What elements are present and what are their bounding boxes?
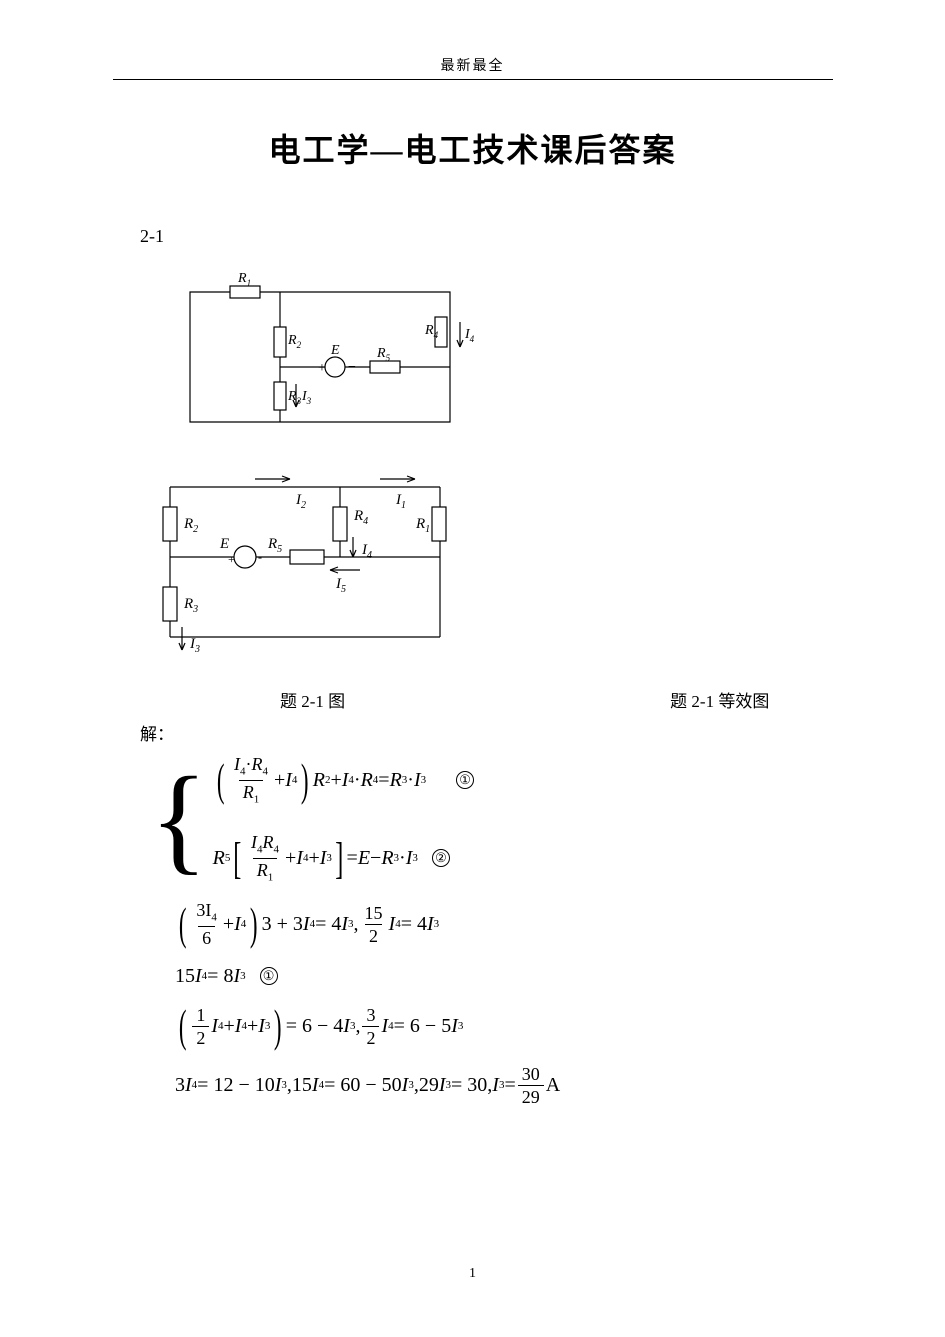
svg-text:-: - <box>258 550 262 564</box>
page-title: 电工学—电工技术课后答案 <box>0 125 945 171</box>
svg-text:E: E <box>330 343 340 358</box>
svg-text:R5: R5 <box>376 346 391 363</box>
caption-right: 题 2-1 等效图 <box>670 687 769 712</box>
svg-text:I1: I1 <box>395 492 406 511</box>
page-number: 1 <box>0 1266 945 1282</box>
svg-text:R5: R5 <box>267 536 282 555</box>
header-text: 最新最全 <box>0 0 945 75</box>
circuit-diagram-2: R2 R3 R4 R1 R5 E + - I2 I1 I4 I5 I3 <box>140 462 825 677</box>
caption-row: 题 2-1 图 题 2-1 等效图 <box>140 687 825 712</box>
svg-text:R3: R3 <box>183 596 198 615</box>
solution-label: 解： <box>140 720 825 745</box>
equation-3: ( 3I4 6 + I4 ) 3 + 3 I4 = 4 I3 , 15 2 I4… <box>175 901 825 947</box>
header-rule <box>113 79 833 80</box>
body: 2-1 <box>0 226 945 1106</box>
svg-text:R2: R2 <box>287 333 302 350</box>
svg-text:I3: I3 <box>189 636 200 655</box>
equation-2: R5 [ I4R4 R1 + I4 + I3 ] = E − R3 · <box>213 833 475 883</box>
svg-text:+: + <box>318 361 326 376</box>
circuit-diagram-1: R1 R2 R3 R4 R5 E + − I3 I4 <box>170 272 825 447</box>
equation-6: 3 I4 = 12 − 10 I3 , 15 I4 = 60 − 50 I3 ,… <box>175 1065 825 1106</box>
problem-number: 2-1 <box>140 226 825 247</box>
svg-text:R2: R2 <box>183 516 198 535</box>
caption-left: 题 2-1 图 <box>280 687 345 712</box>
equations: { ( I4·R4 R1 + I4 ) R2 + I4 · R4 <box>150 755 825 1106</box>
svg-text:E: E <box>219 536 229 552</box>
svg-text:I2: I2 <box>295 492 306 511</box>
equation-4: 15 I4 = 8 I3 ① <box>175 965 825 988</box>
left-brace: { <box>150 769 208 869</box>
equation-1: ( I4·R4 R1 + I4 ) R2 + I4 · R4 = R3 <box>213 755 475 805</box>
svg-text:R1: R1 <box>237 272 251 288</box>
equation-5: ( 1 2 I4 + I4 + I3 ) = 6 − 4 I3 , 3 2 I4… <box>175 1006 825 1047</box>
svg-text:+: + <box>228 552 235 566</box>
svg-text:I5: I5 <box>335 576 346 595</box>
svg-text:R4: R4 <box>353 508 368 527</box>
svg-text:R1: R1 <box>415 516 430 535</box>
svg-text:R3: R3 <box>287 389 302 406</box>
svg-text:I4: I4 <box>361 542 372 561</box>
svg-text:−: − <box>348 360 356 375</box>
svg-text:I4: I4 <box>464 327 475 344</box>
equation-system: { ( I4·R4 R1 + I4 ) R2 + I4 · R4 <box>150 755 825 883</box>
svg-text:I3: I3 <box>301 389 312 406</box>
